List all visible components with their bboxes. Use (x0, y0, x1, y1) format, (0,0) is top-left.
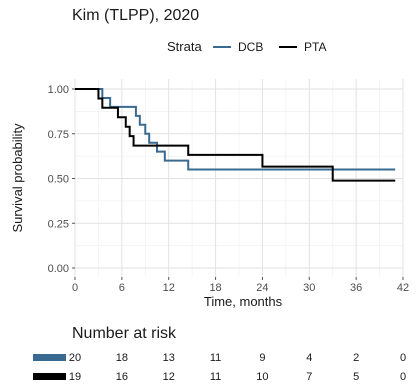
risk-count: 11 (210, 371, 221, 383)
risk-count: 7 (306, 371, 312, 383)
risk-row-key-dcb (33, 354, 66, 361)
curve-pta (75, 88, 396, 182)
risk-count: 13 (163, 352, 175, 364)
risk-count: 4 (306, 352, 312, 364)
risk-table-title: Number at risk (72, 325, 177, 342)
risk-row-key-pta (33, 373, 66, 380)
legend-title: Strata (167, 39, 202, 54)
legend-label-pta: PTA (304, 40, 326, 54)
risk-count: 12 (163, 371, 175, 383)
x-tick-label: 30 (303, 282, 315, 294)
plot-area: 0 6 12 18 24 30 36 42 0.00 0.25 0.50 0.75 1.00 (48, 79, 409, 294)
risk-count: 18 (116, 352, 128, 364)
y-tick-label: 0.00 (48, 263, 69, 275)
risk-table: 20 18 13 11 9 4 2 019 16 12 11 10 7 5 0 (33, 352, 406, 383)
x-tick-label: 12 (163, 282, 175, 294)
risk-count: 0 (400, 371, 406, 383)
x-axis-label: Time, months (204, 294, 283, 309)
chart-title: Kim (TLPP), 2020 (72, 7, 199, 24)
y-tick-label: 0.75 (48, 129, 69, 141)
curve-dcb (75, 88, 396, 171)
y-axis-label: Survival probability (10, 123, 25, 233)
risk-count: 9 (259, 352, 265, 364)
y-tick-label: 0.50 (48, 174, 69, 186)
x-tick-label: 24 (256, 282, 268, 294)
legend-label-dcb: DCB (238, 40, 263, 54)
x-tick-label: 0 (72, 282, 78, 294)
risk-count: 16 (116, 371, 128, 383)
risk-count: 2 (353, 352, 359, 364)
y-tick-label: 1.00 (48, 84, 69, 96)
risk-count: 20 (69, 352, 81, 364)
risk-count: 19 (69, 371, 81, 383)
y-tick-label: 0.25 (48, 218, 69, 230)
risk-count: 11 (210, 352, 221, 364)
x-tick-label: 18 (209, 282, 221, 294)
x-tick-label: 36 (350, 282, 362, 294)
risk-count: 5 (353, 371, 359, 383)
x-tick-label: 6 (119, 282, 125, 294)
risk-count: 0 (400, 352, 406, 364)
legend: Strata DCB PTA (167, 39, 326, 54)
x-tick-label: 42 (397, 282, 409, 294)
risk-count: 10 (256, 371, 268, 383)
